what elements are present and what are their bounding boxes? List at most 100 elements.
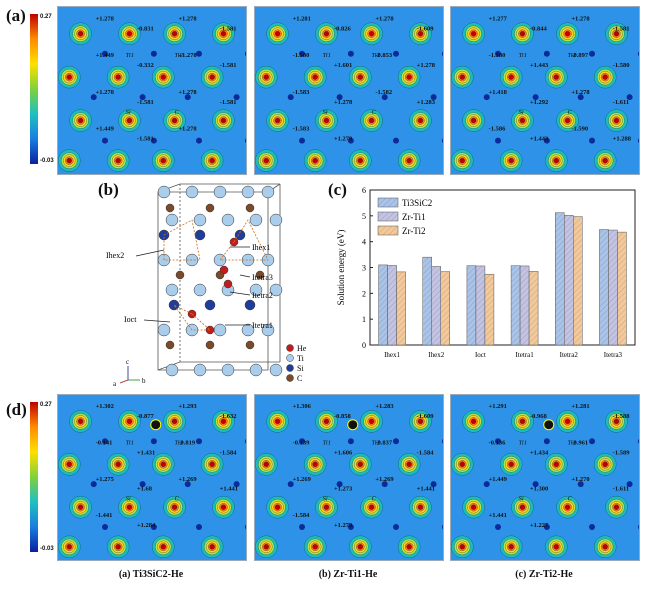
atom-contour: [511, 410, 534, 433]
bar-Ti3SiC2-Ihex1: [378, 264, 388, 346]
c-atom: [245, 203, 255, 213]
charge-value-label: -0.819: [178, 440, 196, 447]
charge-value-label: -1.590: [571, 126, 588, 133]
atom-name-label: Ti2: [568, 440, 577, 447]
depletion-spot: [196, 50, 202, 57]
bar-Ti3SiC2-Ioct: [466, 265, 477, 346]
depletion-spot: [495, 524, 501, 530]
atom-name-label: Ti2: [372, 440, 381, 447]
y-tick-label: 5: [362, 212, 366, 221]
charge-value-label: +1.281: [571, 403, 589, 410]
charge-value-label: +1.278: [96, 89, 115, 96]
depletion-spot: [381, 481, 388, 488]
depletion-spot: [543, 524, 550, 530]
panel-label-a: (a): [6, 6, 26, 25]
charge-value-label: +1.449: [489, 476, 508, 483]
depletion-spot: [577, 94, 584, 101]
y-axis-label: Solution energy (eV): [336, 230, 346, 306]
charge-value-label: +1.279: [334, 522, 353, 529]
atom-contour: [500, 453, 523, 476]
atom-contour: [500, 65, 523, 89]
charge-value-label: +1.300: [530, 486, 548, 493]
charge-value-label: -1.589: [613, 449, 631, 456]
bar-Zr-Ti2-Itetra1: [528, 271, 539, 346]
ti-atom: [165, 213, 179, 227]
charge-value-label: -1.581: [613, 25, 630, 32]
panel-label-b: (b): [98, 180, 119, 199]
bar-Zr-Ti2-Ihex1: [396, 271, 406, 346]
colorbar-bottom-max: 0.27: [40, 402, 52, 408]
depletion-spot: [90, 481, 97, 488]
charge-value-label: +1.288: [613, 136, 632, 143]
x-tick-label: Itetra1: [515, 351, 534, 359]
charge-value-label: +1.441: [489, 512, 507, 519]
bar-Ti3SiC2-Ihex2: [422, 256, 432, 346]
ti-atom: [157, 185, 171, 199]
charge-map-d1: +1.302 -0.877 +1.293 -1.632 -0.141 +1.431 -0.8…: [57, 394, 247, 561]
depletion-spot: [483, 94, 490, 101]
atom-contour: [152, 149, 175, 172]
depletion-spot: [430, 481, 437, 488]
depletion-spot: [543, 50, 550, 57]
ti-atom: [165, 363, 179, 377]
atom-contour: [594, 65, 617, 89]
charge-value-label: -0.139: [293, 440, 311, 447]
depletion-spot: [495, 137, 501, 144]
ti-atom: [261, 323, 275, 337]
si-atom: [234, 229, 246, 241]
depletion-spot: [150, 524, 157, 530]
depletion-spot: [233, 94, 240, 101]
ti-atom: [241, 323, 255, 337]
charge-value-label: -0.831: [137, 25, 154, 32]
y-tick-label: 1: [362, 315, 366, 324]
atom-name-label: Ti1: [126, 52, 134, 59]
depletion-spot: [393, 524, 399, 530]
charge-value-label: +1.269: [178, 476, 197, 483]
si-atom: [168, 299, 180, 311]
ti-atom: [193, 283, 207, 297]
x-tick-label: Ioct: [475, 351, 486, 359]
si-atom: [204, 299, 216, 311]
axes-indicator: c a b: [113, 358, 146, 388]
atom-contour: [451, 453, 474, 476]
depletion-spot: [637, 524, 639, 530]
atom-contour: [266, 410, 289, 433]
charge-value-label: -0.332: [137, 62, 154, 69]
caption-zr-ti2-he: (c) Zr-Ti2-He: [515, 569, 573, 580]
x-tick-label: Ihex2: [428, 351, 444, 359]
atom-contour: [201, 535, 224, 558]
charge-map-svg: +1.306 -0.858 +1.283 -1.609 -0.139 +1.606 -0.8…: [255, 403, 443, 558]
atom-contour: [462, 22, 485, 45]
interstitial-polyhedron: [173, 304, 212, 331]
charge-value-label: +1.275: [96, 476, 115, 483]
atom-contour: [304, 535, 327, 558]
legend-swatch: [377, 197, 399, 208]
atom-contour: [462, 496, 485, 519]
atoms-group: [157, 185, 283, 377]
charge-value-label: -1.581: [137, 99, 154, 106]
atom-contour: [349, 453, 372, 476]
depletion-spot: [543, 438, 550, 445]
depletion-spot: [244, 51, 246, 57]
charge-value-label: -1.584: [220, 449, 238, 456]
charge-value-label: -1.583: [293, 126, 311, 133]
atom-contour: [118, 410, 141, 433]
depletion-spot: [102, 438, 108, 445]
atom-name-label: C: [568, 496, 573, 503]
atom-contour: [107, 535, 130, 558]
ti-atom: [213, 253, 227, 267]
atom-contour: [360, 496, 383, 519]
depletion-spot: [299, 137, 305, 144]
ti-atom: [249, 363, 263, 377]
atom-name-label: C: [175, 496, 180, 503]
atom-contour: [556, 410, 579, 433]
c-atom: [205, 203, 215, 213]
atom-contour: [556, 22, 579, 45]
axis-b-label: b: [142, 377, 146, 385]
charge-value-label: -0.844: [530, 25, 548, 32]
colorbar-top: [30, 14, 38, 164]
atom-contour: [304, 149, 327, 172]
depletion-spot: [532, 94, 539, 101]
c-atom: [175, 270, 185, 280]
atom-name-label: Si: [126, 496, 131, 503]
